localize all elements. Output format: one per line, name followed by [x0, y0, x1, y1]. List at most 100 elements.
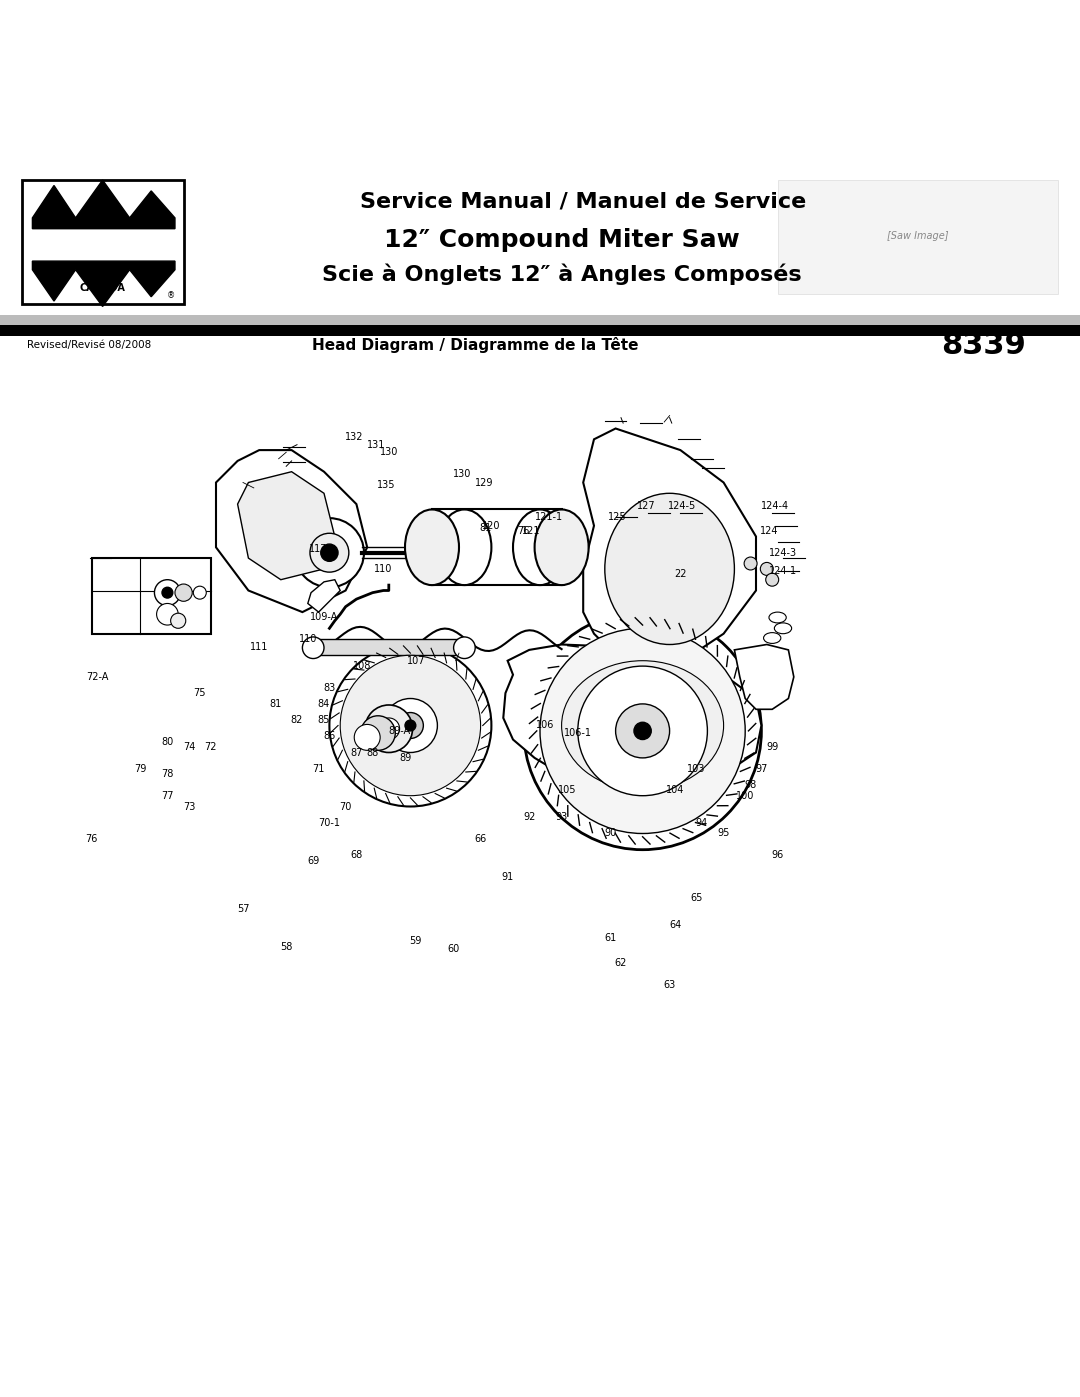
Circle shape	[295, 518, 364, 587]
Text: 58: 58	[280, 942, 293, 951]
Text: 104: 104	[665, 785, 685, 795]
Text: 110: 110	[374, 564, 393, 574]
Ellipse shape	[405, 510, 459, 585]
Text: 66: 66	[474, 834, 487, 844]
Bar	[432, 510, 562, 585]
Text: 89-A: 89-A	[389, 726, 410, 736]
Text: 94: 94	[696, 817, 708, 827]
Text: 96: 96	[771, 851, 784, 861]
Text: 131: 131	[366, 440, 386, 450]
Text: 79: 79	[134, 764, 147, 774]
Text: 129: 129	[474, 478, 494, 488]
Text: 77: 77	[161, 791, 174, 800]
Text: 103: 103	[687, 764, 706, 774]
Text: 93: 93	[555, 812, 568, 823]
Ellipse shape	[437, 510, 491, 585]
Text: 80: 80	[161, 736, 174, 747]
Bar	[92, 557, 211, 634]
Text: Service Manual / Manuel de Service: Service Manual / Manuel de Service	[360, 191, 807, 212]
Bar	[0, 316, 1080, 326]
Text: 105: 105	[557, 785, 577, 795]
Text: 130: 130	[453, 469, 472, 479]
Text: 57: 57	[237, 904, 249, 914]
Text: 78: 78	[161, 770, 174, 780]
Text: 76: 76	[85, 834, 98, 844]
Text: 124: 124	[759, 527, 779, 536]
Text: 117: 117	[309, 545, 328, 555]
Text: 61: 61	[604, 933, 617, 943]
Polygon shape	[734, 644, 794, 710]
Circle shape	[310, 534, 349, 573]
Text: 135: 135	[377, 479, 396, 490]
Text: 12″ Compound Miter Saw: 12″ Compound Miter Saw	[383, 228, 740, 251]
Text: 95: 95	[717, 828, 730, 838]
Text: 125: 125	[608, 513, 627, 522]
Ellipse shape	[535, 510, 589, 585]
Text: 70: 70	[339, 802, 352, 812]
Polygon shape	[216, 450, 367, 612]
Text: 121-1: 121-1	[535, 513, 563, 522]
Text: 98: 98	[744, 780, 757, 789]
Ellipse shape	[764, 633, 781, 644]
Text: Scie à Onglets 12″ à Angles Composés: Scie à Onglets 12″ à Angles Composés	[322, 263, 801, 285]
Text: 127: 127	[636, 502, 656, 511]
Circle shape	[378, 718, 400, 739]
Circle shape	[405, 719, 416, 731]
Text: 121: 121	[522, 527, 541, 536]
Polygon shape	[308, 580, 340, 612]
Circle shape	[744, 557, 757, 570]
Circle shape	[578, 666, 707, 796]
Circle shape	[154, 580, 180, 606]
Circle shape	[321, 543, 338, 562]
Text: 65: 65	[690, 893, 703, 904]
Text: 132: 132	[345, 432, 364, 441]
Circle shape	[157, 604, 178, 624]
Polygon shape	[503, 644, 761, 787]
Text: 91: 91	[501, 872, 514, 882]
Circle shape	[634, 722, 651, 739]
Text: 107: 107	[406, 655, 426, 666]
Text: KING: KING	[64, 233, 141, 261]
Text: 85: 85	[318, 715, 330, 725]
Text: 130: 130	[379, 447, 399, 457]
Text: 59: 59	[409, 936, 422, 947]
Circle shape	[397, 712, 423, 739]
Text: 111: 111	[249, 641, 269, 651]
Text: 106: 106	[536, 721, 555, 731]
Text: 64: 64	[669, 921, 681, 930]
Text: 106-1: 106-1	[564, 728, 592, 738]
Circle shape	[329, 644, 491, 806]
Ellipse shape	[774, 623, 792, 634]
Text: 108: 108	[352, 661, 372, 671]
Circle shape	[302, 637, 324, 658]
Circle shape	[193, 587, 206, 599]
Bar	[0, 326, 1080, 335]
Circle shape	[365, 705, 413, 753]
Circle shape	[454, 637, 475, 658]
Text: 89: 89	[399, 753, 411, 763]
Circle shape	[171, 613, 186, 629]
Text: 109-A: 109-A	[310, 612, 338, 623]
Text: Head Diagram / Diagramme de la Tête: Head Diagram / Diagramme de la Tête	[312, 337, 638, 353]
Text: 83: 83	[323, 683, 336, 693]
Text: 110: 110	[298, 634, 318, 644]
Ellipse shape	[769, 612, 786, 623]
Ellipse shape	[513, 510, 567, 585]
Text: 84: 84	[318, 698, 330, 708]
Text: 72: 72	[204, 742, 217, 752]
Text: 124-3: 124-3	[769, 548, 797, 557]
Text: 71: 71	[312, 764, 325, 774]
Text: 74: 74	[183, 742, 195, 752]
Polygon shape	[238, 472, 335, 580]
Circle shape	[760, 563, 773, 576]
Text: 63: 63	[663, 979, 676, 989]
Text: 88: 88	[366, 747, 379, 757]
Text: 82: 82	[291, 715, 303, 725]
Polygon shape	[583, 429, 756, 666]
Text: ®: ®	[166, 291, 175, 300]
Circle shape	[383, 698, 437, 753]
Text: CANADA: CANADA	[80, 284, 125, 293]
Text: 92: 92	[523, 812, 536, 823]
Text: Revised/Revisé 08/2008: Revised/Revisé 08/2008	[27, 341, 151, 351]
Text: 97: 97	[755, 764, 768, 774]
